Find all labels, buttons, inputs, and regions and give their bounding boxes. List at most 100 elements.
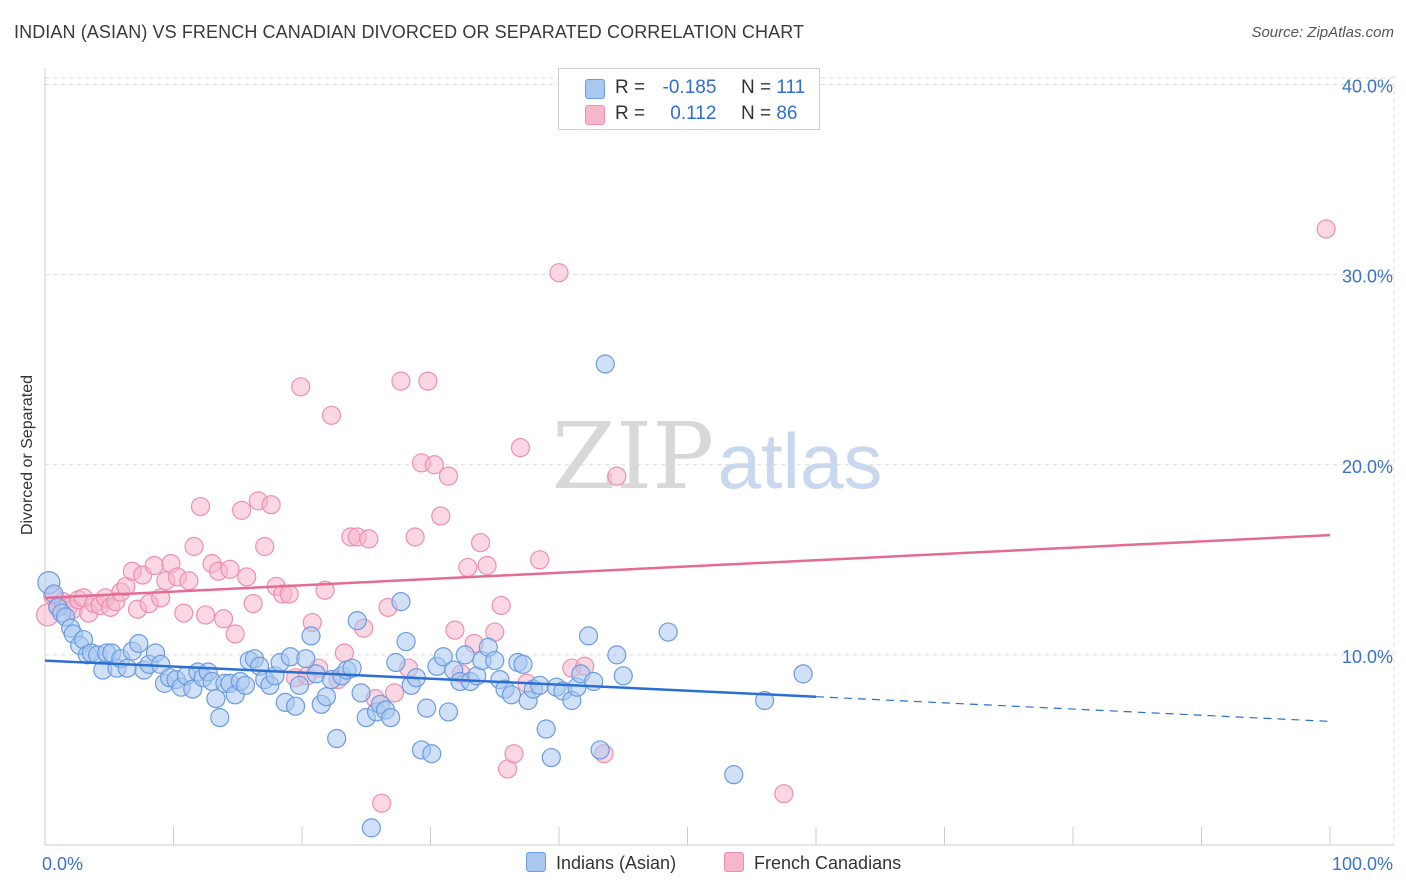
french-canadians-point xyxy=(184,536,204,557)
indians-asian-points xyxy=(37,354,813,838)
source-label: Source: ZipAtlas.com xyxy=(1251,24,1394,41)
x-tick-label: 100.0% xyxy=(1332,854,1393,874)
indians-asian-point xyxy=(206,689,226,709)
indians-asian-point xyxy=(210,708,230,728)
indians-asian-point xyxy=(501,685,522,705)
trend-lines xyxy=(44,533,1331,723)
indians-asian-point xyxy=(455,645,475,665)
indians-asian-point xyxy=(381,708,401,728)
indians-asian-point xyxy=(613,666,633,686)
french-canadians-point xyxy=(190,496,211,517)
bottom-legend-swatch-blue xyxy=(526,852,546,872)
legend-r-label: R = xyxy=(615,77,646,98)
watermark: ZIP atlas xyxy=(552,403,882,510)
indians-asian-point xyxy=(391,592,411,612)
indians-asian-point xyxy=(342,658,362,678)
french-canadians-point xyxy=(510,438,531,458)
french-canadians-point xyxy=(491,595,511,616)
bottom-legend-swatch-pink xyxy=(724,852,744,872)
indians-asian-point xyxy=(590,740,610,760)
y-tick-label: 20.0% xyxy=(1342,457,1393,477)
french-canadians-point xyxy=(279,584,299,604)
trend-line-indians-asian-extension xyxy=(815,696,1331,723)
french-canadians-point xyxy=(445,620,465,640)
indians-asian-point xyxy=(578,626,599,646)
bottom-legend-label: Indians (Asian) xyxy=(556,853,677,873)
french-canadians-point xyxy=(458,557,478,578)
watermark-atlas: atlas xyxy=(718,417,883,505)
indians-asian-point xyxy=(316,687,337,707)
french-canadians-point xyxy=(225,624,245,644)
french-canadians-point xyxy=(243,593,263,614)
indians-asian-point xyxy=(438,702,459,722)
indians-asian-point xyxy=(607,645,627,665)
bottom-legend-label: French Canadians xyxy=(754,853,902,873)
french-canadians-point xyxy=(774,784,794,804)
french-canadians-point xyxy=(418,371,438,391)
indians-asian-point xyxy=(327,728,347,749)
french-canadians-point xyxy=(196,605,216,625)
french-canadians-point xyxy=(372,793,392,813)
french-canadians-point xyxy=(424,455,444,475)
bottom-legend-indians: Indians (Asian) xyxy=(526,852,676,874)
indians-asian-point xyxy=(347,611,367,631)
french-canadians-point xyxy=(220,559,240,579)
y-tick-label: 40.0% xyxy=(1342,77,1393,97)
french-canadians-point xyxy=(321,405,342,425)
legend-r-label: R = xyxy=(615,103,646,124)
y-tick-label: 10.0% xyxy=(1342,647,1393,667)
indians-asian-point xyxy=(754,690,775,711)
indians-asian-point xyxy=(396,631,416,652)
indians-asian-point xyxy=(513,654,533,674)
indians-asian-point xyxy=(485,650,505,671)
axes xyxy=(44,68,1394,846)
french-canadians-points xyxy=(35,219,1336,813)
indians-asian-point xyxy=(361,818,381,838)
french-canadians-point xyxy=(384,683,405,703)
indians-asian-point xyxy=(422,744,442,764)
indians-asian-point xyxy=(541,747,561,768)
indians-asian-point xyxy=(793,664,813,684)
indians-asian-point xyxy=(289,675,310,695)
indians-asian-point xyxy=(296,649,316,669)
legend-swatch-pink xyxy=(585,105,605,125)
tick-labels: 10.0% 20.0% 30.0% 40.0% 0.0% 100.0% xyxy=(42,77,1393,874)
indians-asian-point xyxy=(536,719,556,739)
legend-n-value: 86 xyxy=(776,103,798,124)
french-canadians-point xyxy=(214,609,234,629)
french-canadians-point xyxy=(477,555,497,576)
indians-asian-point xyxy=(285,696,306,716)
bottom-legend-french: French Canadians xyxy=(724,852,901,874)
french-canadians-point xyxy=(232,500,252,520)
indians-asian-point xyxy=(129,633,149,654)
french-canadians-point xyxy=(359,529,379,549)
french-canadians-point xyxy=(471,533,491,553)
french-canadians-point xyxy=(179,571,199,591)
french-canadians-point xyxy=(549,263,569,283)
legend-r-value: -0.185 xyxy=(662,77,717,98)
trend-line-french-canadians xyxy=(44,533,1331,600)
indians-asian-point xyxy=(595,354,615,374)
trend-line-indians-asian xyxy=(44,659,817,698)
french-canadians-point xyxy=(405,527,425,547)
french-canadians-point xyxy=(315,580,335,600)
indians-asian-point xyxy=(386,652,406,673)
french-canadians-point xyxy=(438,466,459,486)
indians-asian-point xyxy=(724,765,744,785)
chart-title: INDIAN (ASIAN) VS FRENCH CANADIAN DIVORC… xyxy=(14,22,805,42)
french-canadians-point xyxy=(504,744,524,764)
french-canadians-point xyxy=(530,550,550,570)
indians-asian-point xyxy=(301,626,321,646)
y-tick-label: 30.0% xyxy=(1342,267,1393,287)
x-tick-label: 0.0% xyxy=(42,854,83,874)
french-canadians-point xyxy=(237,567,257,587)
french-canadians-point xyxy=(291,377,311,397)
indians-asian-point xyxy=(417,698,437,718)
french-canadians-point xyxy=(1316,219,1336,239)
indians-asian-point xyxy=(658,622,678,642)
correlation-legend: R = -0.185 N = 111 R = 0.112 N = 86 xyxy=(558,68,820,130)
french-canadians-point xyxy=(144,555,164,576)
french-canadians-point xyxy=(431,506,451,526)
french-canadians-point xyxy=(255,536,275,557)
